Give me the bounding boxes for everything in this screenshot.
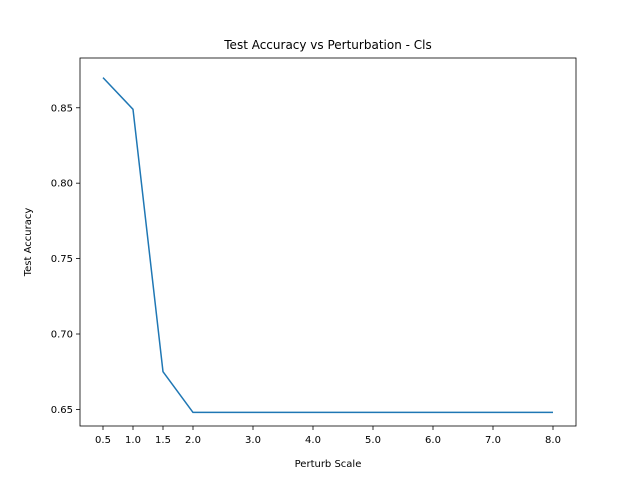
x-axis: 0.5 1.0 1.5 2.0 3.0 4.0 5.0 6.0 7.0 8.0 [95,426,561,446]
x-tick-label: 7.0 [485,435,501,446]
x-tick-label: 5.0 [365,435,381,446]
y-tick-label: 0.65 [51,405,73,416]
y-tick-label: 0.80 [51,179,73,190]
x-tick-label: 8.0 [545,435,561,446]
x-tick-label: 2.0 [185,435,201,446]
plot-area [79,57,577,427]
x-tick-label: 3.0 [245,435,261,446]
y-tick-label: 0.75 [51,254,73,265]
y-tick-label: 0.70 [51,330,73,341]
series-line-0 [102,77,553,414]
plot-frame [79,57,577,427]
x-tick-label: 1.0 [125,435,141,446]
x-tick-label: 0.5 [95,435,111,446]
x-tick-label: 1.5 [155,435,171,446]
y-axis: 0.65 0.70 0.75 0.80 0.85 [51,103,80,416]
y-tick-label: 0.85 [51,103,73,114]
x-tick-label: 4.0 [305,435,321,446]
x-tick-label: 6.0 [425,435,441,446]
chart-title: Test Accuracy vs Perturbation - Cls [223,38,431,52]
y-axis-label: Test Accuracy [23,208,34,278]
x-axis-label: Perturb Scale [295,459,362,470]
